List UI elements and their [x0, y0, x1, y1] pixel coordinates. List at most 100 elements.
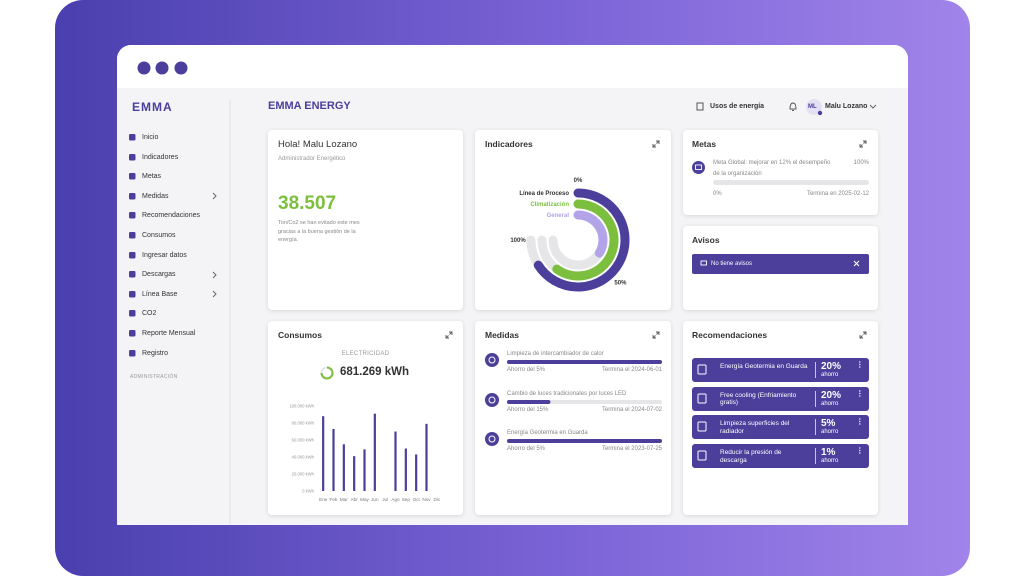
recommendation-item[interactable] [692, 386, 869, 411]
x-tick-label: Ene [319, 497, 328, 502]
expand-icon[interactable] [445, 331, 453, 339]
menu-icon [129, 271, 136, 278]
menu-item[interactable]: Metas [142, 173, 162, 181]
spinner-arc [320, 366, 334, 380]
measure-icon [485, 392, 499, 407]
menu-icon-glyph [129, 192, 136, 200]
bar [415, 454, 418, 491]
recommendation-menu[interactable] [859, 389, 861, 397]
avatar-circle [806, 99, 822, 115]
measure-savings: Ahorro del 15% [507, 406, 549, 413]
x-tick-label: Oct [413, 497, 421, 502]
energy-uses-link[interactable]: Usos de energía [710, 103, 765, 110]
window-dot [137, 61, 151, 75]
bar [425, 423, 428, 491]
goal-text: Meta Global: mejorar en 12% el desempeño… [713, 160, 831, 177]
x-tick-label: Mar [340, 497, 348, 502]
measure-icon-circle [485, 353, 499, 367]
expand-icon[interactable] [652, 331, 660, 339]
tick-label: 0% [574, 178, 583, 184]
chevron-line [212, 290, 217, 298]
y-tick-label: 0 kWh [302, 489, 315, 494]
y-tick-label: 40.000 kWh [292, 455, 315, 460]
menu-dot [859, 363, 861, 366]
expand-icon[interactable] [859, 140, 867, 148]
y-tick-label: 60.000 kWh [292, 438, 315, 443]
chevron[interactable] [212, 192, 217, 200]
brand-title: EMMA ENERGY [268, 100, 351, 112]
menu-item[interactable]: Descargas [142, 271, 176, 279]
x-tick-label: Sep [402, 497, 411, 502]
menu-icon-glyph [129, 271, 136, 278]
x-tick-label: Nov [422, 497, 431, 502]
card-title: Indicadores [485, 139, 533, 149]
x-tick-label: Jun [371, 497, 379, 502]
alert-close[interactable] [853, 260, 860, 267]
recommendation-item[interactable] [692, 358, 869, 382]
recommendation-divider [815, 448, 816, 465]
avatar-status [817, 110, 823, 116]
menu-item[interactable]: Medidas [142, 192, 169, 200]
menu-item[interactable]: Línea Base [142, 290, 178, 298]
avatar[interactable] [805, 99, 823, 116]
measure-savings: Ahorro del 5% [507, 367, 546, 373]
chevron[interactable] [212, 290, 217, 298]
recommendation-percent: 5% [821, 418, 836, 430]
recommendation-item[interactable] [692, 415, 869, 440]
card-title: Recomendaciones [692, 330, 768, 340]
welcome-card [268, 130, 463, 310]
recommendation-percent: 20% [821, 389, 842, 401]
menu-item[interactable]: CO2 [142, 310, 157, 318]
recommendation-icon-glyph [697, 393, 707, 404]
menu-item[interactable]: Inicio [142, 134, 159, 141]
x-tick-label: May [360, 497, 369, 502]
goal-start: 0% [713, 191, 722, 197]
card-title: Metas [692, 139, 717, 149]
recommendation-menu[interactable] [859, 447, 861, 454]
menu-item[interactable]: Registro [142, 349, 169, 357]
window-dot [174, 61, 188, 75]
menu-item[interactable]: Indicadores [142, 153, 179, 161]
expand-icon[interactable] [652, 140, 660, 148]
menu-item[interactable]: Recomendaciones [142, 212, 200, 220]
recommendation-divider [815, 390, 816, 407]
recommendation-percent: 1% [821, 447, 836, 459]
menu-icon-glyph [129, 251, 136, 259]
measure-icon-glyph [488, 396, 496, 403]
menu-item[interactable]: Reporte Mensual [142, 330, 196, 337]
x-tick-label: Feb [330, 497, 338, 502]
bell-glyph [789, 102, 797, 111]
recommendation-menu[interactable] [859, 361, 861, 368]
expand-icon[interactable] [859, 331, 867, 339]
chevron[interactable] [869, 104, 877, 109]
logo: EMMA [132, 100, 173, 114]
y-tick-label: 20.000 kWh [292, 472, 315, 477]
menu-dot [859, 449, 861, 452]
recommendation-item[interactable] [692, 444, 869, 469]
menu-icon [129, 310, 136, 317]
consumption-subtitle: ELECTRICIDAD [341, 351, 390, 357]
recommendation-icon [697, 450, 707, 461]
progress-fill [507, 399, 551, 404]
bar-chart: 0 kWh 20.000 kWh 40.000 kWh 60.000 kWh 80.00… [289, 404, 441, 503]
chevron[interactable] [212, 271, 217, 279]
menu-icon-glyph [129, 153, 136, 161]
browser-bar [117, 45, 908, 88]
recommendation-icon [697, 421, 707, 432]
recommendation-icon-glyph [697, 364, 707, 375]
bell-icon[interactable] [789, 102, 797, 111]
menu-item[interactable]: Ingresar datos [142, 251, 187, 259]
measure-title: Limpieza de intercambiador de calor [507, 351, 604, 357]
welcome-role: Administrador Energético [278, 156, 346, 162]
menu-icon [129, 349, 136, 357]
welcome-title: Hola! Malu Lozano [278, 139, 358, 150]
recommendation-icon-glyph [697, 421, 707, 432]
user-name[interactable]: Malu Lozano [825, 103, 868, 110]
recommendation-menu[interactable] [859, 418, 861, 426]
menu-item[interactable]: Consumos [142, 232, 176, 239]
consumption-total: 681.269 kWh [340, 366, 410, 378]
menu-icon [129, 212, 136, 219]
menu-icon-glyph [129, 290, 136, 298]
expand-glyph [652, 331, 660, 339]
radial-bar [552, 199, 619, 281]
